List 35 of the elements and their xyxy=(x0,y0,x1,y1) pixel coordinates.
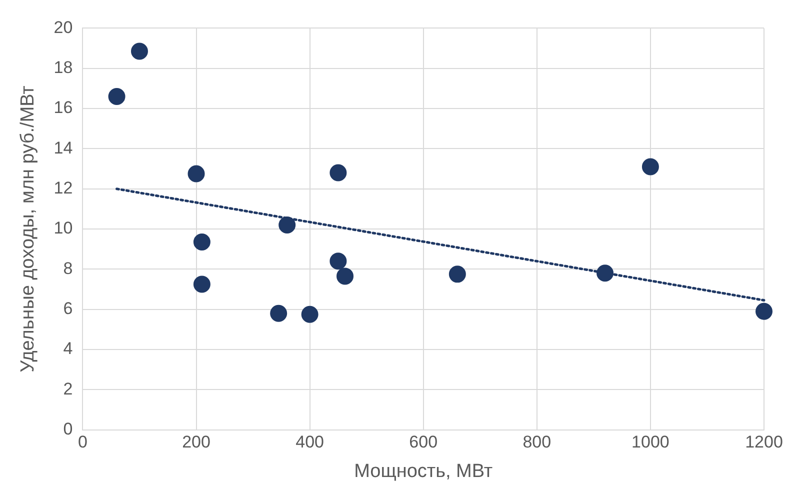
y-tick-label: 10 xyxy=(54,218,73,238)
y-tick-label: 6 xyxy=(63,299,73,318)
point xyxy=(642,158,659,176)
y-tick-label: 4 xyxy=(63,339,73,358)
y-tick-label: 0 xyxy=(63,419,73,438)
y-axis-title: Удельные доходы, млн руб./МВт xyxy=(18,85,39,372)
y-tick-label: 14 xyxy=(54,138,73,158)
x-tick-label: 0 xyxy=(78,432,88,452)
point xyxy=(336,268,354,285)
x-tick-label: 400 xyxy=(296,432,324,452)
y-tick-label: 18 xyxy=(54,58,73,78)
point xyxy=(330,164,347,182)
point xyxy=(108,88,126,105)
point xyxy=(278,216,296,234)
x-tick-label: 1000 xyxy=(632,432,670,452)
y-tick-label: 8 xyxy=(63,258,73,278)
point xyxy=(193,234,210,251)
point xyxy=(756,302,772,320)
y-tick-label: 2 xyxy=(63,379,73,398)
y-tick-label: 12 xyxy=(54,178,73,198)
x-tick-label: 200 xyxy=(182,432,210,452)
x-tick-label: 600 xyxy=(409,432,438,452)
point xyxy=(448,266,466,283)
point xyxy=(270,304,288,322)
point xyxy=(130,42,148,60)
x-tick-label: 1200 xyxy=(745,432,783,452)
point xyxy=(188,165,205,182)
y-tick-label: 16 xyxy=(54,98,73,118)
point xyxy=(596,264,614,282)
point xyxy=(301,306,318,323)
point xyxy=(193,276,210,293)
y-tick-label: 20 xyxy=(54,18,73,37)
x-tick-label: 800 xyxy=(522,432,552,452)
x-axis-title: Мощность, МВт xyxy=(354,460,493,482)
point xyxy=(330,252,347,270)
